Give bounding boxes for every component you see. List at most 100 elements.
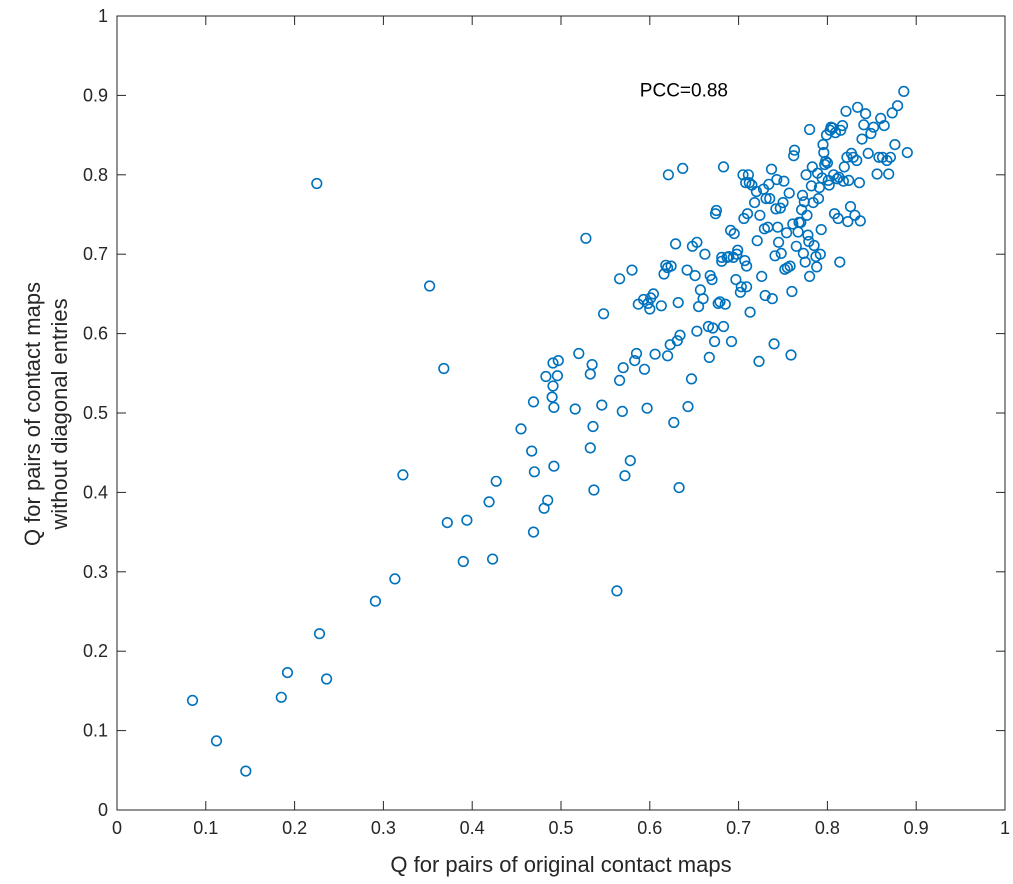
data-point bbox=[699, 248, 711, 260]
data-point bbox=[785, 349, 797, 361]
data-point bbox=[799, 256, 811, 268]
x-tick-label: 0.9 bbox=[904, 818, 929, 838]
x-tick-label: 0.4 bbox=[460, 818, 485, 838]
data-point bbox=[186, 694, 199, 707]
data-point bbox=[771, 174, 783, 186]
data-point bbox=[706, 274, 718, 286]
data-point bbox=[871, 168, 883, 180]
data-point bbox=[457, 555, 469, 568]
data-point bbox=[669, 238, 682, 250]
data-point bbox=[682, 401, 694, 413]
data-point bbox=[817, 139, 829, 151]
data-point bbox=[862, 147, 874, 159]
data-point bbox=[867, 121, 880, 133]
data-point bbox=[901, 147, 913, 159]
x-tick-label: 0.7 bbox=[726, 818, 751, 838]
y-tick-label: 0.8 bbox=[83, 165, 108, 185]
data-point bbox=[802, 229, 814, 241]
data-point bbox=[743, 177, 755, 189]
data-point bbox=[313, 628, 326, 640]
data-point bbox=[784, 260, 796, 272]
x-tick-label: 0.5 bbox=[548, 818, 573, 838]
data-point bbox=[641, 402, 653, 414]
data-point bbox=[714, 296, 726, 308]
y-axis-label-line-2: without diagonal entries bbox=[47, 298, 72, 530]
data-point bbox=[750, 185, 763, 198]
data-point bbox=[710, 204, 723, 217]
data-point bbox=[732, 244, 744, 256]
data-point bbox=[624, 455, 636, 467]
data-point bbox=[616, 405, 628, 418]
data-point bbox=[730, 274, 742, 286]
data-point bbox=[638, 363, 651, 375]
data-point bbox=[801, 209, 813, 221]
data-point bbox=[832, 212, 844, 225]
data-point bbox=[717, 161, 730, 173]
data-point bbox=[588, 484, 600, 496]
data-point bbox=[673, 482, 685, 494]
data-point bbox=[763, 178, 775, 190]
y-tick-label: 0.7 bbox=[83, 244, 108, 264]
data-point bbox=[311, 177, 323, 190]
data-point bbox=[754, 209, 766, 221]
data-point bbox=[774, 202, 786, 214]
data-point bbox=[886, 107, 898, 119]
data-point bbox=[840, 105, 852, 117]
data-point bbox=[703, 351, 715, 364]
data-point bbox=[596, 399, 608, 411]
data-point bbox=[708, 335, 721, 348]
data-point bbox=[547, 357, 559, 369]
data-point bbox=[812, 193, 825, 205]
data-point bbox=[548, 401, 560, 414]
data-point bbox=[677, 162, 689, 174]
y-tick-label: 0.1 bbox=[83, 721, 108, 741]
data-points bbox=[186, 85, 913, 777]
data-point bbox=[786, 285, 798, 298]
data-point bbox=[889, 139, 901, 151]
data-point bbox=[441, 516, 453, 529]
y-tick-label: 0 bbox=[98, 800, 108, 820]
x-tick-label: 0 bbox=[112, 818, 122, 838]
data-point bbox=[528, 466, 541, 478]
data-point bbox=[424, 280, 436, 292]
data-point bbox=[649, 348, 661, 360]
data-point bbox=[811, 261, 823, 273]
data-point bbox=[805, 180, 818, 192]
data-point bbox=[751, 235, 763, 247]
data-point bbox=[847, 151, 859, 163]
y-tick-label: 0.6 bbox=[83, 324, 108, 344]
data-point bbox=[697, 293, 709, 305]
data-point bbox=[584, 442, 596, 454]
data-point bbox=[803, 123, 816, 136]
data-point bbox=[681, 264, 693, 276]
data-point bbox=[210, 735, 223, 747]
data-point bbox=[712, 297, 724, 310]
data-point bbox=[626, 264, 638, 276]
data-point bbox=[891, 100, 904, 112]
data-point bbox=[552, 355, 564, 367]
data-point bbox=[546, 391, 558, 403]
data-point bbox=[629, 355, 641, 367]
data-point bbox=[842, 216, 854, 228]
data-point bbox=[800, 169, 812, 181]
data-point bbox=[586, 359, 598, 371]
data-point bbox=[831, 173, 843, 185]
data-point bbox=[790, 240, 802, 252]
data-point bbox=[834, 256, 846, 268]
data-point bbox=[883, 168, 895, 180]
data-point bbox=[389, 573, 401, 585]
data-point bbox=[483, 496, 495, 508]
data-point bbox=[741, 208, 754, 220]
data-point bbox=[843, 174, 855, 186]
data-point bbox=[765, 163, 778, 175]
data-point bbox=[689, 270, 701, 282]
data-point bbox=[759, 289, 771, 302]
data-point bbox=[397, 469, 409, 481]
data-point bbox=[369, 595, 382, 607]
data-point bbox=[742, 169, 755, 181]
data-point bbox=[630, 347, 643, 360]
data-point bbox=[854, 215, 866, 227]
data-point bbox=[815, 224, 827, 236]
data-point bbox=[551, 370, 564, 382]
